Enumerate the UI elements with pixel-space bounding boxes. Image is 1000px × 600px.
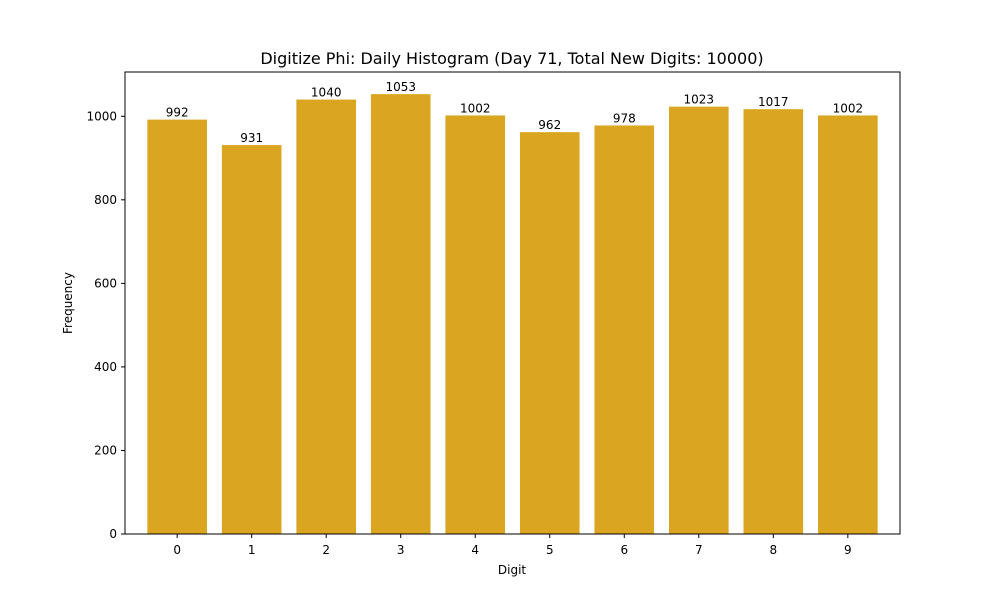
bar-value-label: 1002 xyxy=(833,101,864,115)
x-tick-label: 8 xyxy=(769,543,777,557)
bar-value-label: 1053 xyxy=(385,80,416,94)
bars-group xyxy=(147,94,878,535)
bar-value-label: 1002 xyxy=(460,101,491,115)
y-axis-label: Frequency xyxy=(61,272,75,334)
bar-value-label: 1023 xyxy=(684,93,715,107)
x-tick-label: 9 xyxy=(844,543,852,557)
x-axis-ticks: 0 1 2 3 4 5 6 7 8 9 xyxy=(173,534,852,557)
bar-value-labels: 992 931 1040 1053 1002 962 978 1023 1017 1002 xyxy=(166,80,863,145)
plot-frame xyxy=(124,71,901,535)
chart-title: Digitize Phi: Daily Histogram (Day 71, T… xyxy=(260,49,763,68)
bar-value-label: 992 xyxy=(166,106,189,120)
bar-digit-1 xyxy=(221,145,282,535)
bar-digit-0 xyxy=(147,119,207,535)
x-tick-label: 5 xyxy=(546,543,554,557)
bar-value-label: 1040 xyxy=(311,86,342,100)
bar-digit-4 xyxy=(445,115,506,534)
y-tick-label: 400 xyxy=(94,360,117,374)
bar-digit-6 xyxy=(594,125,655,534)
bar-value-label: 931 xyxy=(240,131,263,145)
bar-value-label: 978 xyxy=(613,111,636,125)
bar-digit-5 xyxy=(519,132,580,534)
bar-digit-3 xyxy=(370,94,431,534)
y-tick-label: 800 xyxy=(94,193,117,207)
x-tick-label: 2 xyxy=(322,543,330,557)
y-tick-label: 0 xyxy=(109,527,117,541)
x-tick-label: 3 xyxy=(397,543,405,557)
bar-digit-7 xyxy=(668,106,729,534)
bar-digit-9 xyxy=(818,115,878,534)
bar-value-label: 962 xyxy=(538,118,561,132)
bar-digit-2 xyxy=(296,99,357,535)
bar-value-label: 1017 xyxy=(758,95,789,109)
x-tick-label: 1 xyxy=(248,543,256,557)
x-tick-label: 4 xyxy=(471,543,479,557)
x-tick-label: 7 xyxy=(695,543,703,557)
x-axis-label: Digit xyxy=(498,563,527,577)
y-axis-ticks: 0 200 400 600 800 1000 xyxy=(86,109,125,541)
x-tick-label: 0 xyxy=(173,543,181,557)
y-tick-label: 1000 xyxy=(86,109,117,123)
x-tick-label: 6 xyxy=(620,543,628,557)
bar-digit-8 xyxy=(743,109,804,534)
y-tick-label: 200 xyxy=(94,443,117,457)
y-tick-label: 600 xyxy=(94,276,117,290)
